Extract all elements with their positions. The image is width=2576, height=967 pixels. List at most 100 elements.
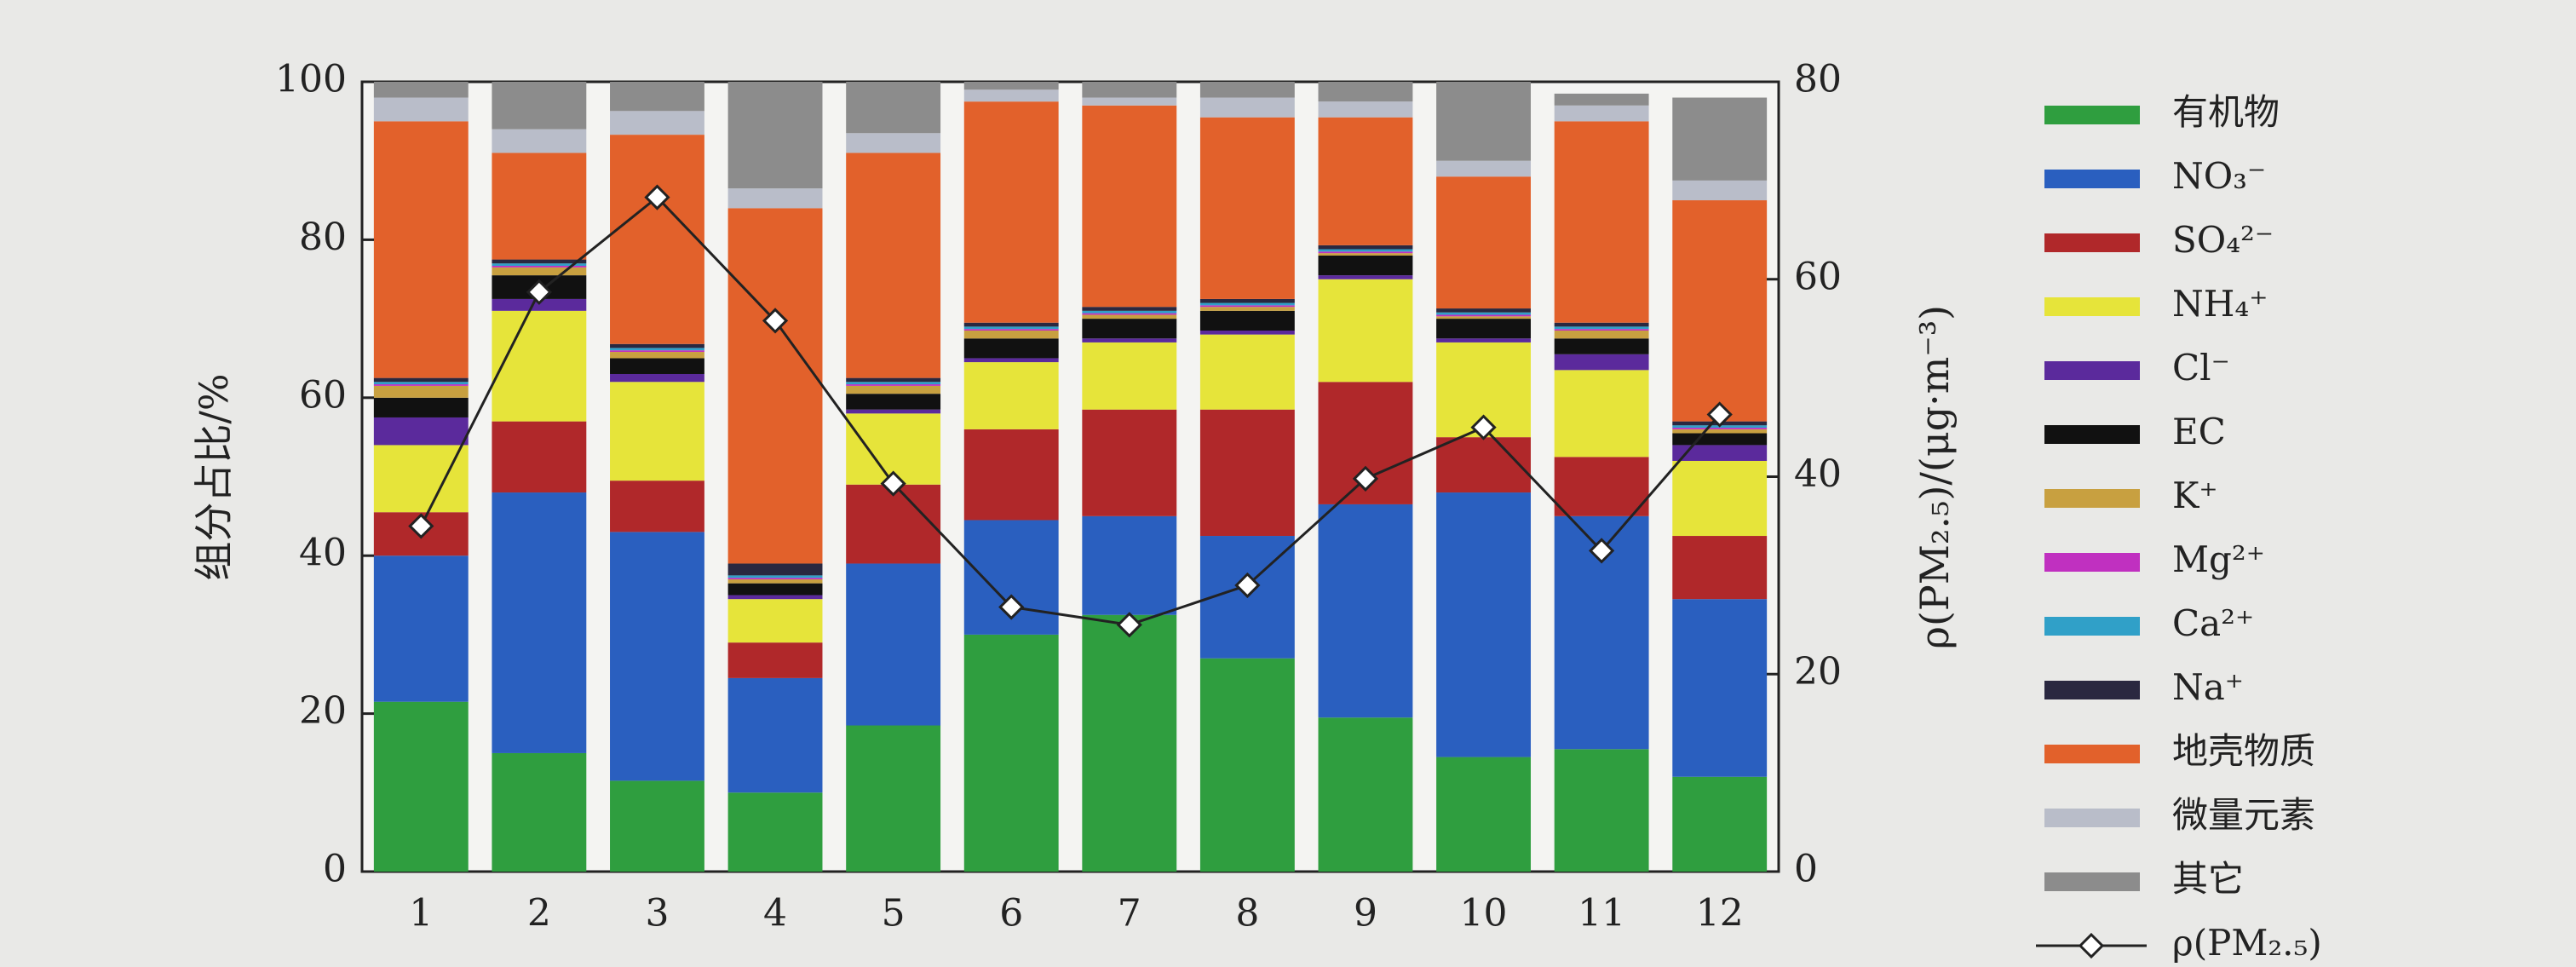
bar-segment [610,780,704,872]
y2-tick-label: 80 [1794,58,1842,101]
bar-segment [1672,428,1768,429]
bar-segment [1318,251,1413,254]
legend-swatch [2044,872,2140,891]
bar-segment [610,382,704,481]
bar-segment [1554,338,1649,354]
bar-segment [1436,312,1531,315]
bar-segment [1318,249,1413,252]
bar-segment [1672,776,1768,872]
bar-segment [373,377,469,383]
x-tick-label: 4 [763,892,787,935]
bar-segment [963,634,1059,872]
x-tick-label: 10 [1460,892,1508,935]
y-tick-label: 40 [299,532,347,575]
bar-segment [727,563,823,576]
legend-label: SO₄²⁻ [2172,219,2274,261]
bar-segment [1318,101,1413,118]
bar-segment [610,373,704,383]
legend-label: Cl⁻ [2172,347,2230,389]
x-tick-label: 9 [1354,892,1377,935]
bar-segment [1082,310,1177,314]
bar-segment [1436,437,1531,493]
y-axis-label: 组分占比/% [191,373,237,580]
line-marker [880,470,906,497]
x-tick-label: 8 [1235,892,1259,935]
legend-label: 微量元素 [2172,794,2315,836]
bar-segment [963,429,1059,521]
bar-segment [610,82,704,112]
bar-segment [1318,253,1413,256]
legend-label: Ca²⁺ [2172,602,2254,644]
bar-segment [846,563,941,726]
y2-axis-label: ρ(PM₂.₅)/(μg·m⁻³) [1912,305,1958,649]
bar-segment [373,97,469,122]
y-tick-label: 60 [299,373,347,417]
bar-segment [373,384,469,386]
legend-swatch [2044,361,2140,380]
bar-segment [1436,314,1531,317]
bar-segment [727,792,823,872]
bar-segment [846,82,941,134]
legend-swatch [2044,425,2140,444]
bar-segment [846,385,941,394]
bar-segment [1554,354,1649,371]
bar-segment [1672,429,1768,434]
bar-segment [963,326,1059,330]
bar-segment [727,578,823,580]
bar-segment [1436,308,1531,313]
bar-segment [1199,658,1295,872]
bar-segment [1318,255,1413,276]
bar-segment [1672,460,1768,537]
bar-segment [1672,445,1768,461]
bar-segment [373,417,469,446]
bar-segment [610,348,704,351]
bar-segment [1436,319,1531,339]
bar-segment [727,579,823,584]
bar-segment [373,385,469,398]
bar-segment [610,481,704,532]
bar-segment [846,153,941,378]
bar-segment [492,492,587,753]
bar-segment [1199,117,1295,299]
bar-segment [727,208,823,564]
bar-segment [727,575,823,578]
y2-tick-label: 20 [1794,650,1842,694]
bar-segment [1554,121,1649,323]
bar-segment [846,394,941,410]
x-tick-label: 12 [1696,892,1744,935]
bar-segment [492,421,587,493]
x-tick-label: 7 [1118,892,1141,935]
y-tick-label: 100 [275,58,347,101]
legend-label: ρ(PM₂.₅) [2172,922,2322,964]
line-marker [644,184,670,210]
legend-marker [2078,932,2105,959]
bar-segment [1436,176,1531,309]
bar-segment [1318,245,1413,250]
bar-segment [727,677,823,793]
bar-segment [1318,82,1413,102]
legend-swatch [2044,553,2140,572]
line-marker [1352,465,1379,492]
x-tick-label: 1 [409,892,433,935]
bar-segment [1672,599,1768,777]
bar-segment [846,382,941,385]
bar-segment [846,384,941,386]
bar-segment [1318,717,1413,872]
legend-swatch [2044,809,2140,827]
bar-segment [492,263,587,266]
bar-segment [373,555,469,702]
bar-segment [1082,313,1177,315]
bar-segment [727,583,823,596]
legend-label: NH₄⁺ [2172,283,2268,325]
bar-segment [1199,307,1295,311]
y2-tick-label: 40 [1794,452,1842,496]
legend-label: EC [2172,411,2226,452]
bar-segment [1554,329,1649,331]
bar-segment [727,188,823,209]
bar-segment [610,343,704,348]
bar-segment [1554,749,1649,872]
bar-segment [492,259,587,264]
line-marker [408,513,434,539]
bar-segment [492,310,587,422]
bar-segment [492,129,587,153]
